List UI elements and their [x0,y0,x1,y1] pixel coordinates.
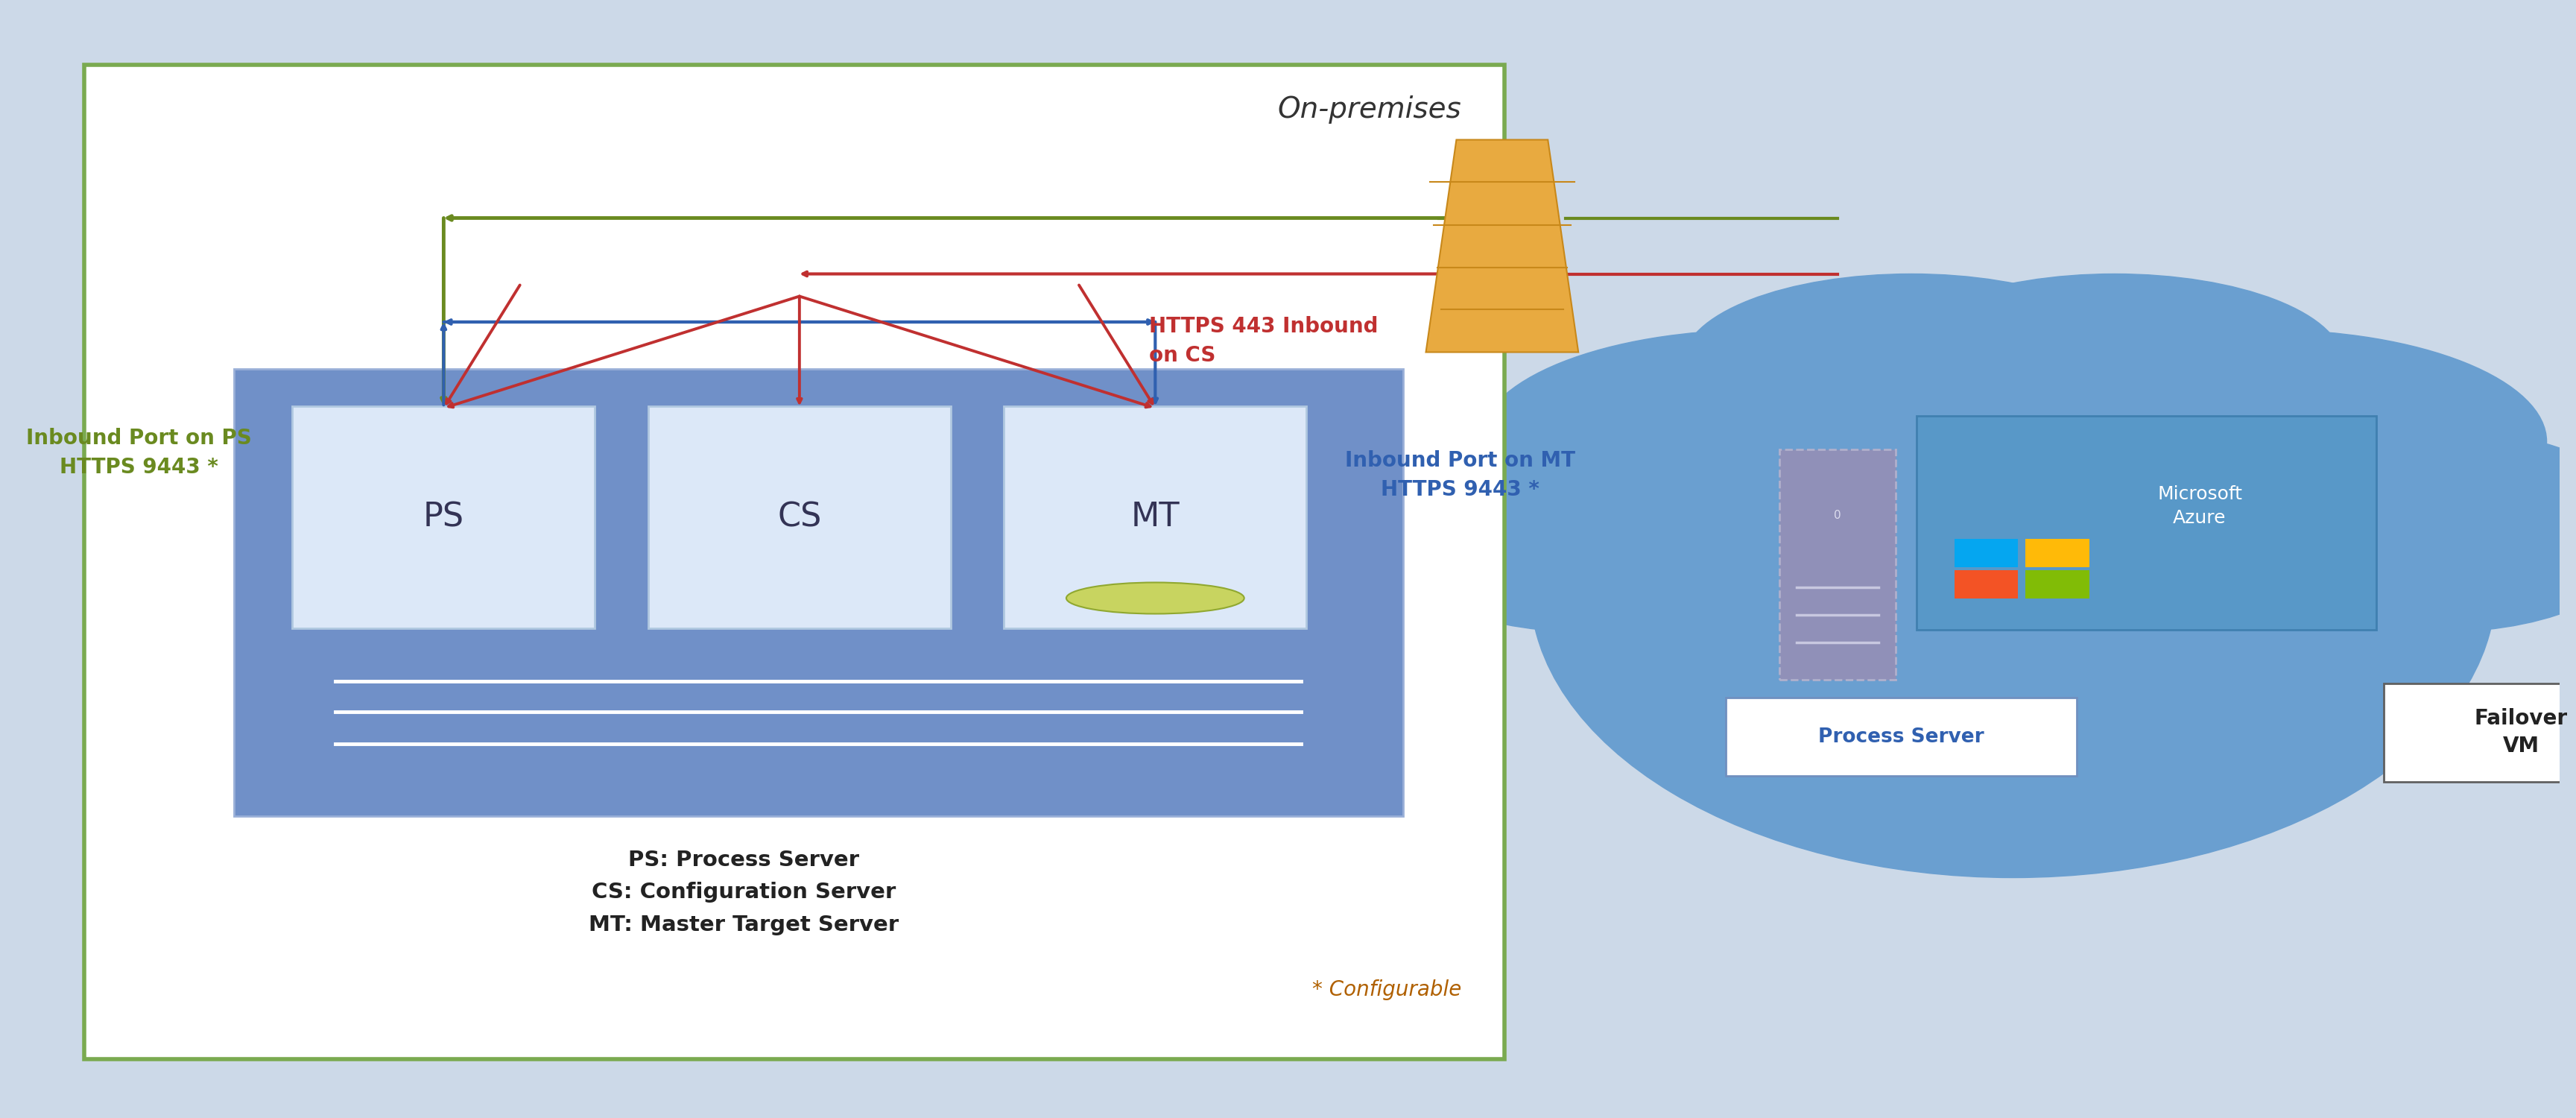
Text: PS: Process Server
CS: Configuration Server
MT: Master Target Server: PS: Process Server CS: Configuration Ser… [587,850,899,936]
FancyBboxPatch shape [1955,539,2017,567]
Ellipse shape [2241,430,2576,632]
Text: Microsoft
Azure: Microsoft Azure [2156,485,2241,527]
Ellipse shape [1378,430,1785,632]
Text: On-premises: On-premises [1278,95,1461,123]
Text: 0: 0 [1834,510,1842,521]
Ellipse shape [1886,274,2344,453]
FancyBboxPatch shape [85,65,1504,1059]
Text: MT: MT [1131,501,1180,533]
FancyBboxPatch shape [1780,449,1896,680]
FancyBboxPatch shape [649,406,951,628]
FancyBboxPatch shape [1955,570,2017,598]
Text: PS: PS [422,501,464,533]
Text: CS: CS [778,501,822,533]
Polygon shape [1427,140,1579,352]
Text: Failover
VM: Failover VM [2476,708,2568,757]
FancyBboxPatch shape [1726,698,2076,776]
Ellipse shape [1682,274,2141,453]
Ellipse shape [1530,296,2496,878]
FancyBboxPatch shape [2025,570,2089,598]
FancyBboxPatch shape [1917,416,2375,629]
Text: HTTPS 443 Inbound
on CS: HTTPS 443 Inbound on CS [1149,316,1378,366]
FancyBboxPatch shape [2383,683,2576,781]
FancyBboxPatch shape [234,369,1404,816]
FancyBboxPatch shape [294,406,595,628]
Ellipse shape [1759,296,2267,498]
Ellipse shape [1989,330,2548,553]
FancyBboxPatch shape [1005,406,1306,628]
Text: Inbound Port on PS
HTTPS 9443 *: Inbound Port on PS HTTPS 9443 * [26,428,252,477]
Text: Process Server: Process Server [1819,727,1984,747]
Ellipse shape [1479,330,2038,553]
FancyBboxPatch shape [2025,539,2089,567]
Text: * Configurable: * Configurable [1311,979,1461,1001]
Ellipse shape [1066,582,1244,614]
Text: Inbound Port on MT
HTTPS 9443 *: Inbound Port on MT HTTPS 9443 * [1345,451,1577,500]
